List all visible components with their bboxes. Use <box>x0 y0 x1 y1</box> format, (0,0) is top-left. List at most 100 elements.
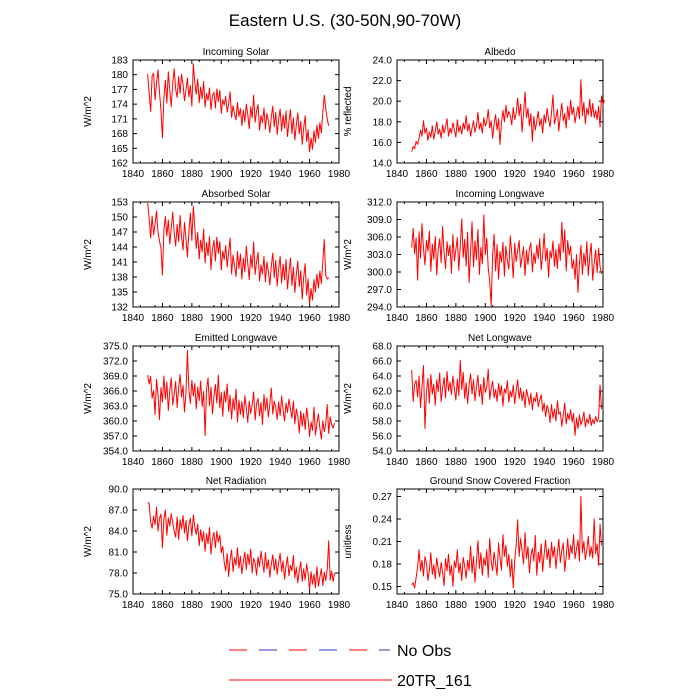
legend-item-1: No Obs <box>229 643 451 660</box>
x-tick-label: 1940 <box>533 457 556 468</box>
y-axis-label: W/m^2 <box>83 96 94 127</box>
x-tick-label: 1920 <box>504 600 527 611</box>
legend-item-2: 20TR_161 <box>229 673 472 690</box>
plot-frame <box>132 59 340 164</box>
plot-frame <box>396 59 604 164</box>
x-tick-label: 1960 <box>298 169 321 180</box>
x-tick-label: 1900 <box>210 313 233 324</box>
x-tick-label: 1960 <box>562 169 585 180</box>
plot-frame <box>132 201 340 308</box>
panel-4: Incoming Longwave 1840 1860 1880 1900 1920 194… <box>343 189 615 324</box>
x-tick-label: 1880 <box>445 169 468 180</box>
y-tick-label: 58.0 <box>373 417 393 428</box>
x-tick-label: 1860 <box>151 169 174 180</box>
x-tick-label: 1880 <box>181 313 204 324</box>
y-axis-label: W/m^2 <box>83 526 94 557</box>
x-tick-label: 1900 <box>474 457 497 468</box>
x-tick-label: 1940 <box>533 600 556 611</box>
x-tick-label: 1960 <box>562 313 585 324</box>
panel-title: Incoming Longwave <box>456 189 545 200</box>
x-tick-label: 1860 <box>151 313 174 324</box>
y-tick-label: 22.0 <box>373 76 393 87</box>
y-tick-label: 363.0 <box>103 402 128 413</box>
x-tick-label: 1880 <box>445 313 468 324</box>
x-tick-label: 1920 <box>240 600 263 611</box>
x-tick-label: 1860 <box>151 600 174 611</box>
y-axis-label: % reflected <box>343 86 354 136</box>
panel-title: Absorbed Solar <box>202 189 272 200</box>
x-tick-label: 1880 <box>181 600 204 611</box>
y-tick-label: 138 <box>111 273 128 284</box>
series-line <box>411 79 605 152</box>
x-tick-label: 1860 <box>415 457 438 468</box>
x-tick-label: 1880 <box>181 457 204 468</box>
x-tick-label: 1960 <box>298 313 321 324</box>
x-tick-label: 1940 <box>269 313 292 324</box>
y-tick-label: 294.0 <box>367 303 392 314</box>
y-tick-label: 162 <box>111 159 128 170</box>
y-tick-label: 0.18 <box>373 560 393 571</box>
x-tick-label: 1940 <box>269 169 292 180</box>
y-tick-label: 312.0 <box>367 198 392 209</box>
y-tick-label: 56.0 <box>373 432 393 443</box>
y-tick-label: 360.0 <box>103 417 128 428</box>
y-axis-label: unitless <box>343 525 354 559</box>
x-tick-label: 1960 <box>298 457 321 468</box>
y-axis-label: W/m^2 <box>83 239 94 270</box>
series-line <box>411 359 603 436</box>
y-tick-label: 0.15 <box>373 582 393 593</box>
panel-title: Albedo <box>484 47 516 58</box>
y-tick-label: 150 <box>111 213 128 224</box>
panel-6: Net Longwave 1840 1860 1880 1900 1920 1940 1960… <box>343 333 615 468</box>
plot-frame <box>396 345 604 452</box>
x-tick-label: 1840 <box>122 457 145 468</box>
x-tick-label: 1980 <box>592 600 615 611</box>
y-tick-label: 153 <box>111 198 128 209</box>
x-tick-label: 1980 <box>328 313 351 324</box>
panel-8: Ground Snow Covered Fraction 1840 1860 1880… <box>343 476 615 611</box>
x-tick-label: 1900 <box>474 169 497 180</box>
figure-title: Eastern U.S. (30-50N,90-70W) <box>229 11 461 30</box>
y-tick-label: 147 <box>111 228 128 239</box>
x-tick-label: 1940 <box>533 169 556 180</box>
panels: Incoming Solar 1840 1860 1880 1900 1920 1940 19… <box>83 47 615 611</box>
y-tick-label: 14.0 <box>373 159 393 170</box>
y-tick-label: 168 <box>111 129 128 140</box>
y-tick-label: 135 <box>111 288 128 299</box>
y-tick-label: 87.0 <box>109 506 129 517</box>
x-tick-label: 1980 <box>592 313 615 324</box>
y-tick-label: 54.0 <box>373 447 393 458</box>
x-tick-label: 1980 <box>328 169 351 180</box>
x-tick-label: 1940 <box>533 313 556 324</box>
y-tick-label: 354.0 <box>103 447 128 458</box>
y-tick-label: 132 <box>111 303 128 314</box>
x-tick-label: 1840 <box>386 600 409 611</box>
plot-frame <box>132 488 340 595</box>
y-tick-label: 165 <box>111 144 128 155</box>
series-line <box>411 214 603 307</box>
series-line <box>147 202 330 305</box>
y-tick-label: 297.0 <box>367 285 392 296</box>
y-tick-label: 300.0 <box>367 268 392 279</box>
y-tick-label: 16.0 <box>373 138 393 149</box>
y-tick-label: 64.0 <box>373 372 393 383</box>
x-tick-label: 1920 <box>240 313 263 324</box>
series-line <box>411 496 603 589</box>
legend: No Obs 20TR_161 <box>229 643 472 690</box>
y-tick-label: 0.21 <box>373 537 393 548</box>
x-tick-label: 1840 <box>122 169 145 180</box>
y-tick-label: 90.0 <box>109 485 129 496</box>
x-tick-label: 1840 <box>386 313 409 324</box>
panel-title: Net Longwave <box>468 333 532 344</box>
legend-label: 20TR_161 <box>397 673 472 690</box>
y-tick-label: 81.0 <box>109 548 129 559</box>
y-axis-label: W/m^2 <box>83 383 94 414</box>
x-tick-label: 1940 <box>269 457 292 468</box>
y-tick-label: 78.0 <box>109 569 129 580</box>
x-tick-label: 1920 <box>240 169 263 180</box>
x-tick-label: 1840 <box>386 169 409 180</box>
panel-2: Albedo 1840 1860 1880 1900 1920 1940 1960 1980 14… <box>343 47 615 180</box>
y-tick-label: 144 <box>111 243 128 254</box>
y-tick-label: 18.0 <box>373 117 393 128</box>
